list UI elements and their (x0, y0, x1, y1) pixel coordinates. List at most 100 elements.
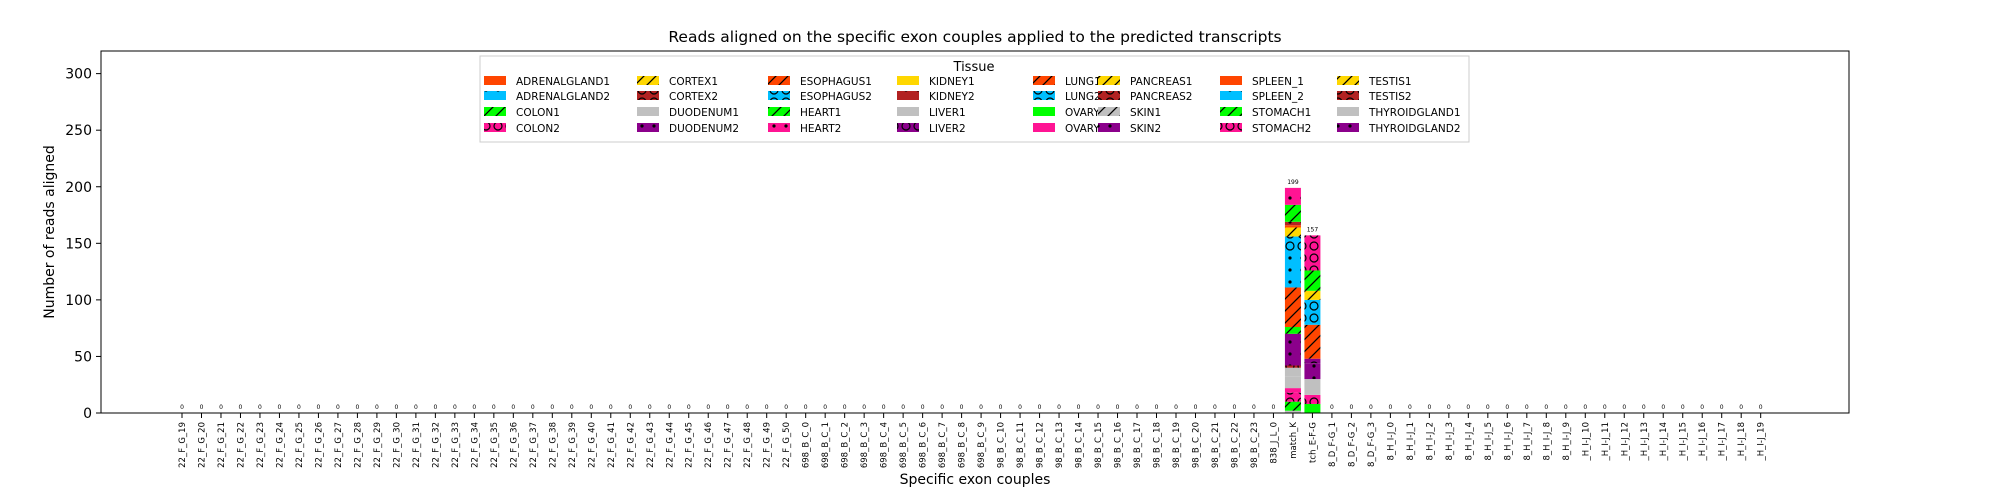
bar-total-label: 0 (472, 404, 476, 411)
bar-segment-match-k-adrenalgland2 (1284, 253, 1301, 288)
bar-total-label: 0 (667, 404, 671, 411)
x-tick-label: 98_B_C_10 (997, 422, 1007, 468)
bar-total-label: 0 (219, 404, 223, 411)
x-tick-label: _H_I-J_14 (1659, 422, 1669, 462)
bar-total-label: 0 (1525, 404, 1529, 411)
bar-total-label: 0 (628, 404, 632, 411)
legend-swatch-duodenum2 (637, 123, 659, 132)
bar-segment-match-k-spleen-1 (1284, 225, 1301, 228)
x-tick-label: 698_B_C_9 (977, 422, 987, 468)
y-tick-label: 0 (83, 406, 92, 422)
bar-segment-match-k-esophagus2 (1284, 236, 1301, 254)
x-tick-label: 98_B_C_20 (1191, 422, 1201, 468)
x-tick-label: 98_B_C_16 (1114, 422, 1124, 468)
bar-total-label: 0 (706, 404, 710, 411)
y-tick-label: 50 (74, 349, 92, 365)
bar-total-label: 0 (979, 404, 983, 411)
bar-total-label: 0 (940, 404, 944, 411)
x-tick-label: 22_F_G_31 (412, 422, 422, 468)
legend-swatch-thyroidgland1 (1337, 107, 1359, 116)
bar-total-label: 0 (433, 404, 437, 411)
x-tick-label: 838_J_L_0 (1269, 422, 1279, 464)
x-tick-label: 22_F_G_48 (743, 422, 753, 468)
legend-swatch-skin2 (1098, 123, 1120, 132)
legend-swatch-testis1 (1337, 76, 1359, 85)
bar-total-label: 0 (1603, 404, 1607, 411)
bar-segment-tch-e-f-g-esophagus1 (1304, 324, 1321, 359)
x-tick-label: 8_H_I-J_7 (1523, 422, 1533, 461)
bar-total-label: 0 (823, 404, 827, 411)
bar-total-label: 0 (375, 404, 379, 411)
bar-total-label: 0 (1038, 404, 1042, 411)
x-tick-label: 22_F_G_40 (587, 422, 597, 468)
bar-segment-tch-e-f-g-heart1 (1304, 270, 1321, 291)
bar-total-label: 0 (648, 404, 652, 411)
x-tick-label: 8_H_I-J_6 (1503, 422, 1513, 461)
x-tick-label: 698_B_C_5 (899, 422, 909, 468)
legend-swatch-heart2 (768, 123, 790, 132)
bar-total-label: 0 (1447, 404, 1451, 411)
bar-total-label: 0 (1116, 404, 1120, 411)
x-tick-label: tch_E-F-G (1308, 422, 1318, 463)
bar-total-label: 0 (1583, 404, 1587, 411)
bar-total-label: 0 (862, 404, 866, 411)
bar-total-label: 0 (843, 404, 847, 411)
y-tick-label: 100 (65, 293, 92, 309)
bar-total-label: 0 (414, 404, 418, 411)
bar-total-label: 0 (1213, 404, 1217, 411)
bar-total-label: 0 (1661, 404, 1665, 411)
x-tick-label: 22_F_G_20 (197, 422, 207, 468)
legend-label-ovary1: OVARY1 (1065, 107, 1107, 119)
x-axis-label: Specific exon couples (900, 472, 1051, 488)
x-tick-label: 22_F_G_47 (724, 422, 734, 468)
x-tick-label: 22_F_G_42 (626, 422, 636, 468)
bar-total-label: 0 (1486, 404, 1490, 411)
bar-total-label: 0 (901, 404, 905, 411)
x-tick-label: 22_F_G_38 (548, 422, 558, 468)
y-axis-label: Number of reads aligned (42, 145, 58, 319)
bar-segment-tch-e-f-g-liver1 (1304, 379, 1321, 395)
legend-label-testis1: TESTIS1 (1368, 76, 1412, 88)
bar-total-label: 0 (1505, 404, 1509, 411)
legend-title: Tissue (953, 60, 995, 75)
bar-segment-tch-e-f-g-colon2 (1304, 235, 1321, 271)
x-tick-label: 22_F_G_19 (178, 422, 188, 468)
bar-total-label: 0 (1427, 404, 1431, 411)
legend-swatch-testis2 (1337, 91, 1359, 100)
bar-total-label: 0 (1155, 404, 1159, 411)
bar-total-label: 0 (1739, 404, 1743, 411)
x-tick-label: 22_F_G_44 (665, 422, 675, 468)
bar-total-label: 0 (1272, 404, 1276, 411)
x-tick-label: 22_F_G_27 (334, 422, 344, 468)
x-tick-label: 22_F_G_46 (704, 422, 714, 468)
x-tick-label: _H_I-J_11 (1601, 422, 1611, 462)
bar-total-label: 0 (1700, 404, 1704, 411)
bar-total-label: 0 (394, 404, 398, 411)
legend-label-adrenalgland2: ADRENALGLAND2 (516, 91, 610, 103)
bar-segment-match-k-esophagus1 (1284, 287, 1301, 328)
x-tick-label: 22_F_G_36 (509, 422, 519, 468)
legend-swatch-ovary1 (1033, 107, 1055, 116)
bar-total-label: 0 (531, 404, 535, 411)
x-tick-label: 98_B_C_22 (1230, 422, 1240, 468)
legend-label-thyroidgland1: THYROIDGLAND1 (1368, 107, 1461, 119)
bar-total-label: 0 (453, 404, 457, 411)
legend-swatch-esophagus1 (768, 76, 790, 85)
bar-segment-tch-e-f-g-thyroidgland2 (1304, 363, 1321, 380)
x-tick-label: 22_F_G_23 (256, 422, 266, 468)
legend-swatch-cortex1 (637, 76, 659, 85)
bar-total-label: 0 (1388, 404, 1392, 411)
legend-swatch-skin1 (1098, 107, 1120, 116)
x-tick-label: 22_F_G_30 (392, 422, 402, 468)
bar-total-label: 0 (1408, 404, 1412, 411)
x-tick-label: 22_F_G_43 (646, 422, 656, 468)
legend-label-colon2: COLON2 (516, 123, 560, 135)
x-tick-label: 98_B_C_14 (1075, 422, 1085, 468)
bar-segment-tch-e-f-g-ovary1 (1304, 403, 1321, 413)
x-tick-label: 698_B_C_4 (880, 422, 890, 468)
x-tick-label: _H_I-J_17 (1718, 422, 1728, 462)
x-tick-label: 8_H_I-J_2 (1425, 422, 1435, 461)
x-tick-label: 22_F_G_50 (782, 422, 792, 468)
bar-total-label: 0 (999, 404, 1003, 411)
legend-label-skin1: SKIN1 (1130, 107, 1161, 119)
